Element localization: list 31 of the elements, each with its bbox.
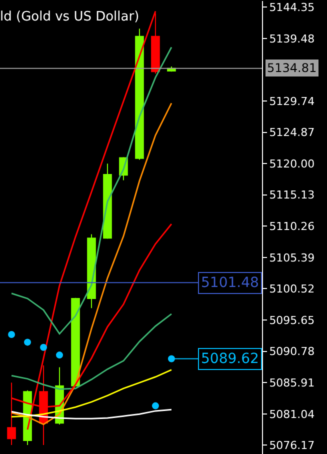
point bbox=[40, 344, 48, 351]
point bbox=[24, 338, 32, 346]
y-tick-label: 5085.91 bbox=[269, 376, 315, 390]
candlestick bbox=[135, 28, 144, 160]
text: ld (Gold vs US Dollar) bbox=[0, 10, 140, 25]
y-tick-label: 5139.48 bbox=[269, 32, 315, 46]
annotation: 5089.62 bbox=[201, 351, 259, 367]
line-series bbox=[10, 369, 172, 418]
y-tick-label: 5129.74 bbox=[269, 94, 315, 108]
point bbox=[56, 352, 63, 359]
y-tick-label: 5110.26 bbox=[269, 220, 315, 233]
y-tick-label: 5105.39 bbox=[269, 251, 315, 264]
y-tick-label: 5095.65 bbox=[269, 314, 315, 327]
candlestick bbox=[71, 297, 80, 386]
y-tick-label: 5090.78 bbox=[269, 345, 315, 358]
point bbox=[152, 402, 159, 410]
y-tick-label: 5124.87 bbox=[269, 126, 315, 140]
ref-line-label: 5101.48 bbox=[201, 275, 259, 291]
y-tick-label: 5100.52 bbox=[269, 282, 315, 296]
y-tick-label: 5076.17 bbox=[269, 439, 315, 452]
y-tick-label: 5120.00 bbox=[269, 157, 315, 170]
y-tick-label: 5081.04 bbox=[269, 408, 315, 421]
line-series bbox=[10, 313, 172, 390]
point bbox=[8, 330, 16, 338]
candlestick bbox=[103, 163, 112, 240]
line-series bbox=[10, 46, 172, 335]
line-series bbox=[10, 102, 172, 426]
line-series bbox=[10, 408, 172, 420]
y-tick-label: 5144.35 bbox=[269, 0, 315, 14]
y-tick-label: 5115.13 bbox=[269, 188, 315, 202]
ref-line-label: 5134.81 bbox=[267, 61, 317, 75]
